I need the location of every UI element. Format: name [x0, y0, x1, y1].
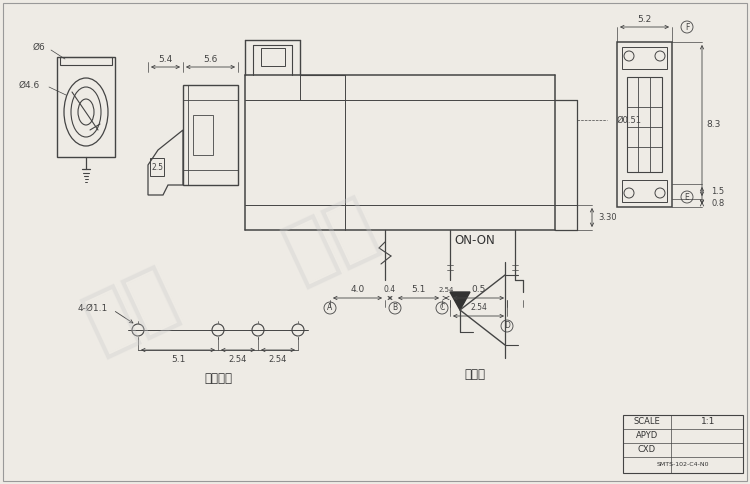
Bar	[183, 85, 238, 185]
Text: 2.54: 2.54	[470, 303, 487, 313]
Text: 5.6: 5.6	[203, 55, 217, 63]
Text: CXD: CXD	[638, 445, 656, 454]
Text: C: C	[440, 303, 445, 313]
Text: 8.3: 8.3	[706, 120, 722, 129]
Text: 5.4: 5.4	[158, 55, 172, 63]
Text: 电路图: 电路图	[464, 368, 485, 381]
Bar	[622, 47, 667, 69]
Text: 0.8: 0.8	[711, 198, 724, 208]
Text: 5.1: 5.1	[411, 286, 426, 294]
Text: 2.5: 2.5	[151, 163, 163, 171]
Text: D: D	[504, 321, 510, 331]
Bar	[627, 77, 662, 172]
Bar	[150, 158, 164, 176]
Text: 1:1: 1:1	[700, 418, 715, 426]
Text: 2.54: 2.54	[438, 287, 454, 293]
Text: Ø0.51: Ø0.51	[617, 116, 642, 124]
Text: APYD: APYD	[636, 432, 658, 440]
Text: 温州: 温州	[73, 257, 188, 363]
Text: 3.30: 3.30	[598, 213, 617, 222]
Text: 2.54: 2.54	[229, 356, 248, 364]
Text: 2.54: 2.54	[268, 356, 287, 364]
Text: 1.5: 1.5	[712, 187, 724, 196]
Text: 奥建: 奥建	[273, 187, 387, 293]
Bar	[623, 415, 743, 473]
Text: Ø4.6: Ø4.6	[18, 80, 40, 90]
Text: F: F	[685, 22, 689, 31]
Text: B: B	[392, 303, 398, 313]
Text: A: A	[327, 303, 333, 313]
Text: ON-ON: ON-ON	[454, 233, 495, 246]
Bar	[60, 57, 112, 65]
Bar	[622, 180, 667, 202]
Bar	[193, 115, 213, 155]
Text: 0.5: 0.5	[471, 286, 486, 294]
Text: 4-Ø1.1: 4-Ø1.1	[78, 303, 108, 313]
Text: SMTS-102-C4-N0: SMTS-102-C4-N0	[657, 462, 710, 467]
Text: 5.1: 5.1	[171, 356, 185, 364]
Bar	[617, 42, 672, 207]
Bar	[261, 48, 285, 66]
Bar	[57, 57, 115, 157]
Polygon shape	[450, 292, 470, 310]
Text: Ø6: Ø6	[33, 43, 45, 51]
Text: 4.0: 4.0	[350, 286, 364, 294]
Text: SCALE: SCALE	[634, 418, 660, 426]
Text: 0.4: 0.4	[384, 286, 396, 294]
Text: 5.2: 5.2	[638, 15, 652, 24]
Text: 安装尺寸: 安装尺寸	[204, 372, 232, 384]
Text: E: E	[685, 193, 689, 201]
